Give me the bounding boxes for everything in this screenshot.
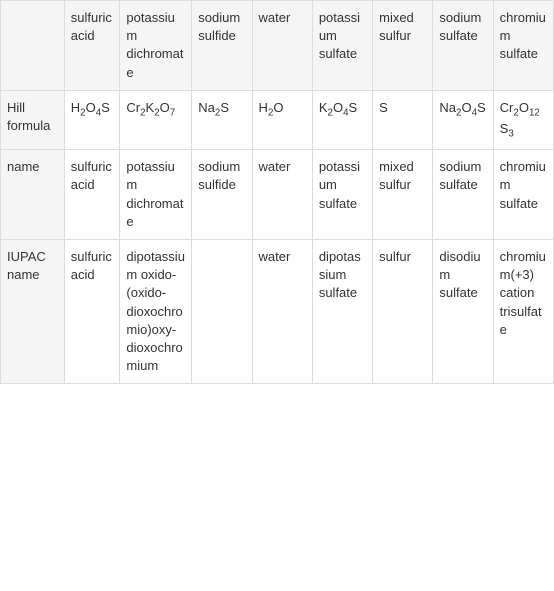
formula-cell: Cr2O12S3 xyxy=(493,90,553,149)
row-label: name xyxy=(1,150,65,240)
formula-cell: H2O xyxy=(252,90,312,149)
iupac-cell: disodium sulfate xyxy=(433,239,493,383)
header-cell: sulfuric acid xyxy=(64,1,120,91)
header-cell: sodium sulfate xyxy=(433,1,493,91)
iupac-cell xyxy=(192,239,252,383)
row-label: IUPAC name xyxy=(1,239,65,383)
header-cell-empty xyxy=(1,1,65,91)
name-cell: potassium dichromate xyxy=(120,150,192,240)
formula-cell: H2O4S xyxy=(64,90,120,149)
name-cell: chromium sulfate xyxy=(493,150,553,240)
iupac-cell: water xyxy=(252,239,312,383)
name-cell: mixed sulfur xyxy=(373,150,433,240)
name-cell: sodium sulfide xyxy=(192,150,252,240)
iupac-cell: sulfur xyxy=(373,239,433,383)
iupac-cell: dipotassium oxido-(oxido-dioxochromio)ox… xyxy=(120,239,192,383)
table-header-row: sulfuric acid potassium dichromate sodiu… xyxy=(1,1,554,91)
formula-cell: S xyxy=(373,90,433,149)
name-cell: sulfuric acid xyxy=(64,150,120,240)
header-cell: potassium sulfate xyxy=(312,1,372,91)
chemistry-table: sulfuric acid potassium dichromate sodiu… xyxy=(0,0,554,384)
iupac-cell: chromium(+3) cation trisulfate xyxy=(493,239,553,383)
row-label: Hill formula xyxy=(1,90,65,149)
formula-cell: Na2O4S xyxy=(433,90,493,149)
iupac-cell: sulfuric acid xyxy=(64,239,120,383)
table-row: IUPAC name sulfuric acid dipotassium oxi… xyxy=(1,239,554,383)
header-cell: sodium sulfide xyxy=(192,1,252,91)
iupac-cell: dipotassium sulfate xyxy=(312,239,372,383)
header-cell: mixed sulfur xyxy=(373,1,433,91)
formula-cell: Cr2K2O7 xyxy=(120,90,192,149)
table-row: Hill formula H2O4S Cr2K2O7 Na2S H2O K2O4… xyxy=(1,90,554,149)
header-cell: chromium sulfate xyxy=(493,1,553,91)
name-cell: potassium sulfate xyxy=(312,150,372,240)
formula-cell: K2O4S xyxy=(312,90,372,149)
name-cell: sodium sulfate xyxy=(433,150,493,240)
name-cell: water xyxy=(252,150,312,240)
header-cell: potassium dichromate xyxy=(120,1,192,91)
table-row: name sulfuric acid potassium dichromate … xyxy=(1,150,554,240)
formula-cell: Na2S xyxy=(192,90,252,149)
header-cell: water xyxy=(252,1,312,91)
